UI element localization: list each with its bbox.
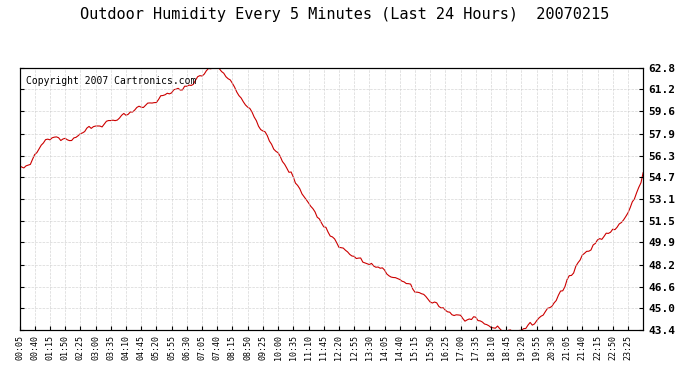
Text: Outdoor Humidity Every 5 Minutes (Last 24 Hours)  20070215: Outdoor Humidity Every 5 Minutes (Last 2…: [80, 8, 610, 22]
Text: Copyright 2007 Cartronics.com: Copyright 2007 Cartronics.com: [26, 76, 196, 86]
